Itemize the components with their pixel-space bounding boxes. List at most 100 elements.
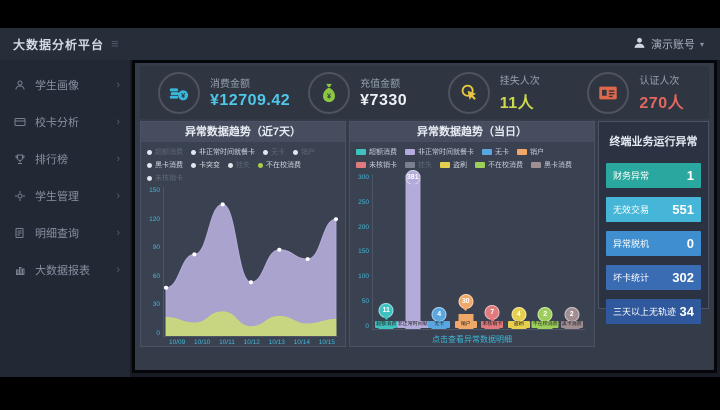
bar-4[interactable]: 30 销户 [453,174,480,329]
student-icon [13,78,26,91]
y-tick-label: 60 [152,272,160,280]
bar-category-label: 黑卡消费 [560,321,583,328]
legend-item[interactable]: 挂失 [405,160,432,170]
bar-category-label: 超额消费 [375,321,398,328]
stat-label: 财务异常 [613,171,650,181]
kpi-row: ¥ 消费金额 ¥12709.42 ¥ 充值金额 ¥7330 挂失人次 11人 认证人次 270人 [140,66,709,119]
bar-value-balloon: 4 [431,306,447,324]
daily-trend-title: 异常数据趋势（当日） [350,122,594,142]
x-tick-label: 10/13 [268,339,285,346]
legend-square-icon [405,162,415,168]
bar-3[interactable]: 4 无卡 [426,174,453,329]
legend-dot-icon [147,162,152,168]
legend-square-icon [517,149,527,155]
main-area: ¥ 消费金额 ¥12709.42 ¥ 充值金额 ¥7330 挂失人次 11人 认证人次 270人 … [130,60,720,377]
bar-8[interactable]: 2 黑卡消费 [559,174,586,329]
legend-item[interactable]: 超额消费 [356,147,397,157]
legend-item[interactable]: 不在校消费 [258,160,301,170]
dashboard: ¥ 消费金额 ¥12709.42 ¥ 充值金额 ¥7330 挂失人次 11人 认证人次 270人 … [132,60,717,373]
legend-item[interactable]: 无卡 [482,147,509,157]
report-icon [13,263,26,276]
bar-1[interactable]: 11 超额消费 [373,174,400,329]
user-menu[interactable]: 演示账号 ▾ [633,36,720,52]
y-tick-label: 90 [152,244,160,252]
terminal-stat-row-1[interactable]: 财务异常 1 [606,163,701,188]
daily-y-axis: 300 250 200 150 100 50 0 [354,174,372,330]
sidebar-item-2[interactable]: 校卡分析 › [0,103,130,140]
coins-icon: ¥ [158,71,200,114]
legend-dot-icon [293,149,298,155]
bar-7[interactable]: 2 不在校消费 [531,174,559,329]
kpi-label: 认证人次 [639,76,680,87]
y-tick-label: 200 [358,223,369,231]
sidebar-item-label: 学生画像 [35,79,79,92]
bar-chart: 11超额消费381非正常时间就餐卡4无卡30销户7未核销卡4盗刷2不在校消费2黑… [372,170,586,330]
legend-item[interactable]: 未核销卡 [356,160,397,170]
sidebar-item-5[interactable]: 明细查询 › [0,214,130,251]
sidebar-item-6[interactable]: 大数据报表 › [0,251,130,288]
kpi-card-2: ¥ 充值金额 ¥7330 [290,71,430,114]
kpi-value: ¥12709.42 [210,92,291,109]
bar-value-balloon: 7 [484,305,500,323]
legend-item[interactable]: 销户 [293,147,315,157]
legend-item[interactable]: 非正常时间就餐卡 [191,147,255,157]
legend-item[interactable]: 非正常时间就餐卡 [405,147,474,157]
caret-down-icon: ▾ [699,39,704,49]
query-icon [13,226,26,239]
legend-item[interactable]: 卡突变 [191,160,220,170]
chevron-right-icon: › [116,115,120,128]
legend-item[interactable]: 挂失 [228,160,250,170]
legend-item[interactable]: 超额消费 [147,147,183,157]
terminal-stat-row-3[interactable]: 异常脱机 0 [606,231,701,256]
bar-2[interactable]: 381 非正常时间就餐卡 [396,170,429,329]
user-name: 演示账号 [650,39,695,51]
bar-rect [564,327,580,329]
bar-category-label: 不在校消费 [531,321,559,328]
legend-item[interactable]: 无卡 [263,147,285,157]
svg-text:¥: ¥ [327,91,332,100]
legend-dot-icon [147,149,152,155]
legend-item[interactable]: 盗刷 [440,160,467,170]
kpi-value: 270人 [639,95,685,112]
bar-rect [405,175,421,329]
sidebar-item-label: 校卡分析 [35,116,79,129]
legend-square-icon [482,149,492,155]
bar-category-label: 盗刷 [507,321,530,328]
sidebar-item-1[interactable]: 学生画像 › [0,66,130,103]
y-tick-label: 50 [361,298,369,306]
terminal-stat-row-5[interactable]: 三天以上无轨迹 34 [606,299,701,324]
stat-value: 34 [679,304,694,319]
legend-item[interactable]: 黑卡消费 [531,160,572,170]
bar-category-label: 无卡 [428,321,451,328]
terminal-stat-row-4[interactable]: 坏卡统计 302 [606,265,701,290]
x-tick-label: 10/12 [243,339,260,346]
legend-dot-icon [228,162,233,168]
sidebar-item-label: 学生管理 [35,190,79,203]
terminal-stat-row-2[interactable]: 无效交易 551 [606,197,701,222]
sidebar-item-4[interactable]: 学生管理 › [0,177,130,214]
bar-5[interactable]: 7 未核销卡 [479,174,506,329]
content-row: 异常数据趋势（近7天） 超额消费 非正常时间就餐卡 无卡 销户 黑卡消费 卡突变 挂失 不在校… [140,121,709,347]
y-tick-label: 300 [358,174,369,181]
area-chart[interactable] [163,187,338,337]
x-tick-label: 10/15 [318,339,335,346]
stat-value: 1 [686,168,694,183]
bar-value-balloon: 2 [564,307,580,324]
legend-item[interactable]: 不在校消费 [475,160,523,170]
y-tick-label: 150 [149,187,160,194]
sidebar-item-3[interactable]: 排行榜 › [0,140,130,177]
bar-6[interactable]: 4 盗刷 [506,174,533,329]
stat-value: 302 [672,270,694,285]
terminal-panel: 终端业务运行异常 财务异常 1 无效交易 551 异常脱机 0 坏卡统计 302 三天以上无轨迹… [598,121,709,324]
kpi-label: 充值金额 [360,79,401,90]
x-tick-label: 10/10 [194,339,211,346]
collapse-menu-icon[interactable]: ≡ [111,36,119,51]
svg-text:¥: ¥ [181,90,186,99]
legend-item[interactable]: 黑卡消费 [147,160,183,170]
legend-item[interactable]: 未核销卡 [147,173,183,183]
kpi-card-4: 认证人次 270人 [569,71,709,114]
chart-caption[interactable]: 点击查看异常数据明细 [432,335,512,344]
legend-item[interactable]: 销户 [517,147,544,157]
kpi-card-3: 挂失人次 11人 [430,71,570,114]
area-chart-wrap: 150 120 90 60 30 0 [141,185,345,337]
